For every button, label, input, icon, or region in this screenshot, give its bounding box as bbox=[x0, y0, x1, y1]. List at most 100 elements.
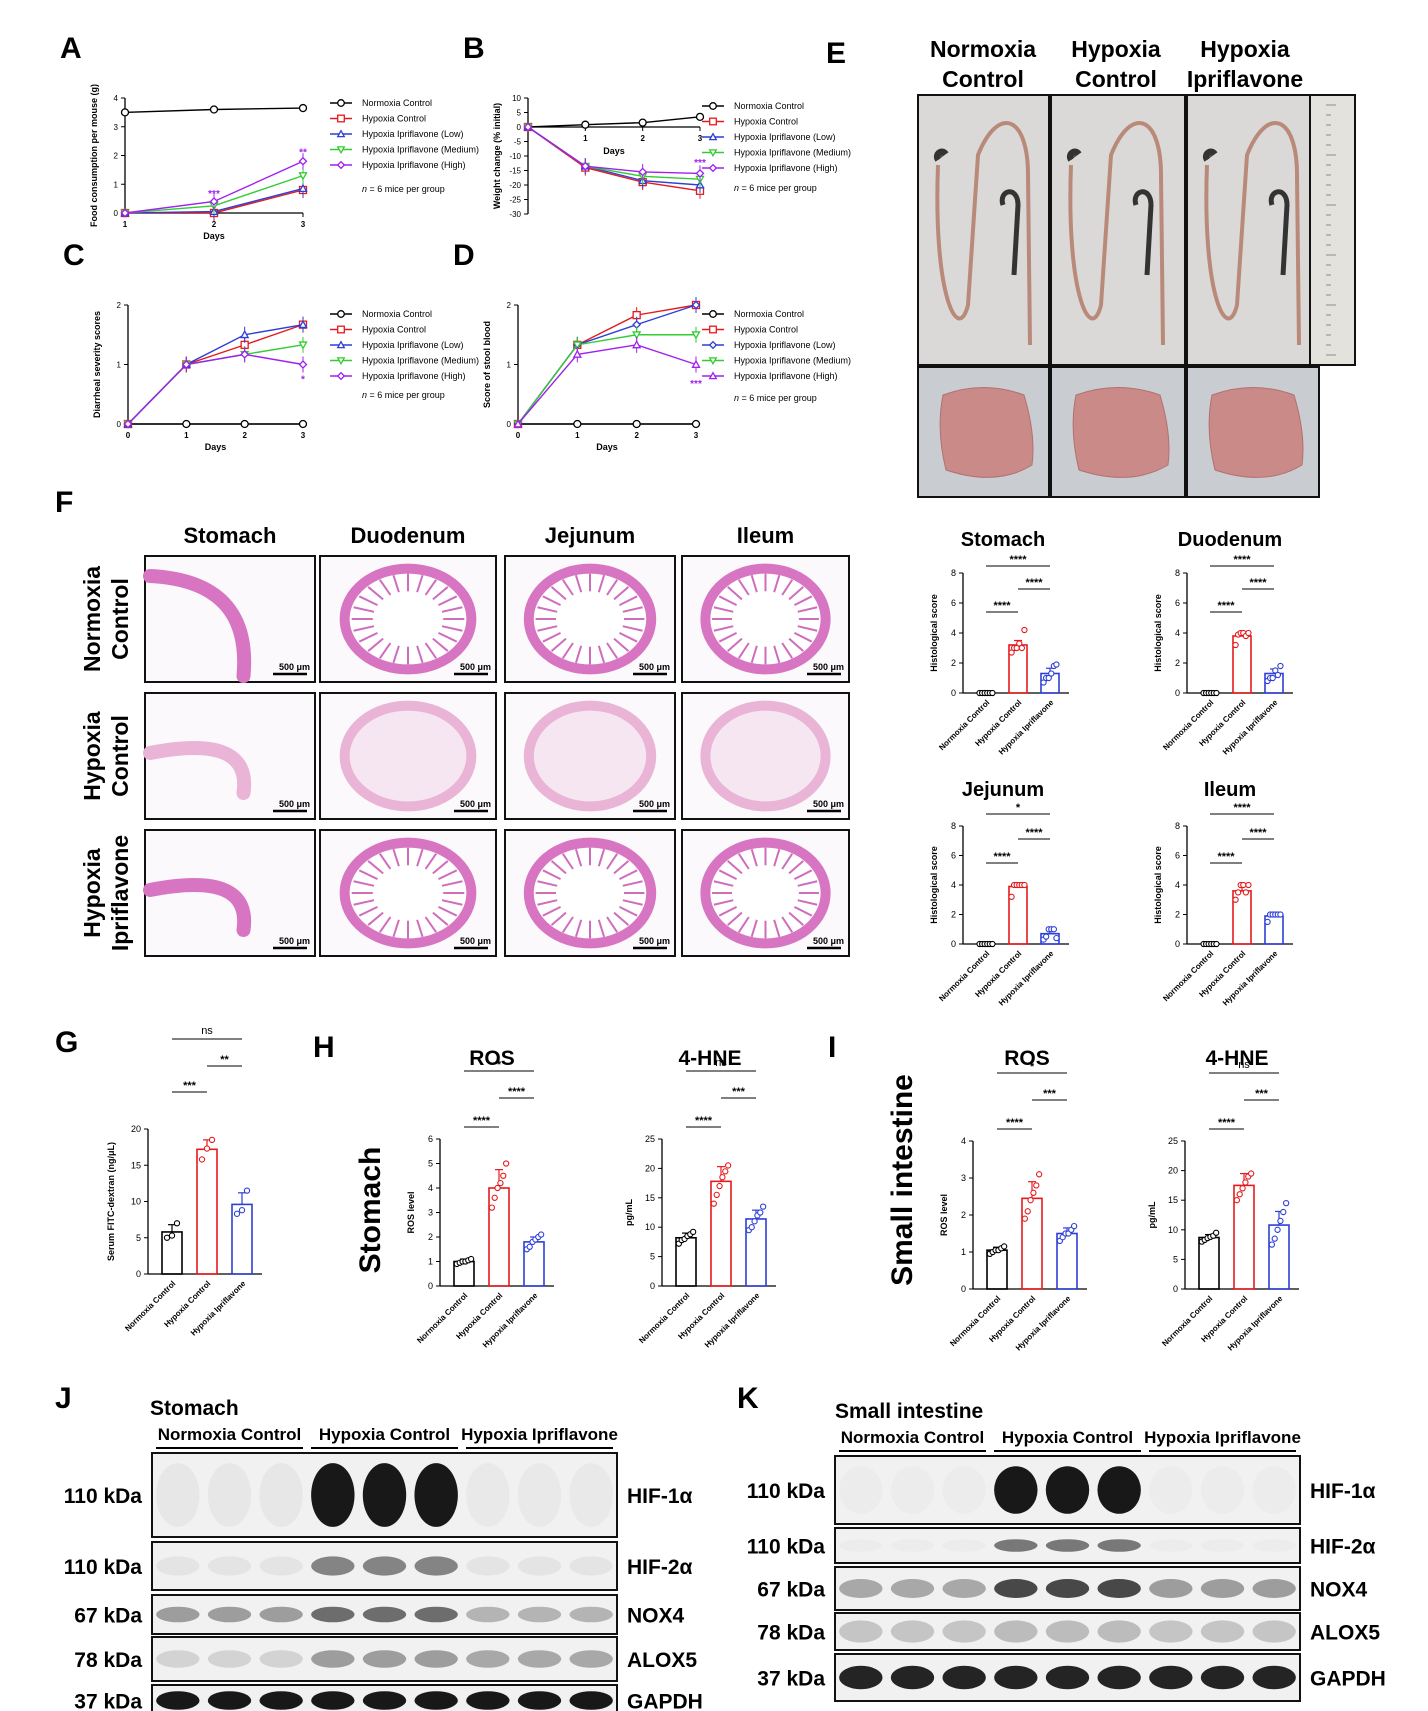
photo-column-header: Control bbox=[1075, 66, 1157, 92]
villus bbox=[727, 586, 743, 601]
data-point bbox=[240, 329, 250, 339]
significance-label: **** bbox=[1025, 577, 1043, 589]
data-point bbox=[298, 103, 308, 113]
y-axis-label: Score of stool blood bbox=[482, 321, 492, 408]
legend-label: Hypoxia Ipriflavone (Low) bbox=[362, 340, 464, 350]
data-point bbox=[1035, 1171, 1043, 1178]
tissue-shape bbox=[143, 878, 252, 937]
data-point bbox=[1239, 1185, 1246, 1192]
photo-column-header: Hypoxia bbox=[1071, 36, 1161, 62]
villus bbox=[432, 911, 449, 926]
panel-label-B: B bbox=[463, 32, 485, 65]
blot-band bbox=[891, 1466, 934, 1514]
histology-row-header: Ipriflavone bbox=[107, 835, 133, 951]
blot-band bbox=[890, 1579, 935, 1598]
blot-band bbox=[207, 1556, 252, 1576]
protein-label: NOX4 bbox=[627, 1605, 685, 1628]
data-point bbox=[336, 129, 346, 138]
sample-size-note: n = 6 mice per group bbox=[362, 184, 445, 194]
significance-label: **** bbox=[1217, 600, 1235, 612]
y-tick-label: 15 bbox=[645, 1193, 655, 1203]
villus bbox=[392, 645, 400, 664]
significance-label: **** bbox=[1249, 827, 1267, 839]
villus bbox=[622, 880, 643, 887]
blot-band bbox=[362, 1463, 407, 1527]
data-point bbox=[1242, 889, 1250, 896]
x-tick-label: 1 bbox=[575, 431, 580, 440]
y-axis-label: Histological score bbox=[1153, 594, 1163, 672]
data-point bbox=[708, 149, 718, 158]
stomach-junction bbox=[934, 148, 949, 162]
chart-title: Ileum bbox=[1204, 779, 1256, 801]
protein-label: ALOX5 bbox=[627, 1649, 697, 1672]
blot-band bbox=[156, 1650, 200, 1668]
significance-label: *** bbox=[1255, 1088, 1269, 1100]
chart-title: Jejunum bbox=[962, 779, 1044, 801]
significance-label: *** bbox=[1043, 1088, 1057, 1100]
blot-band bbox=[569, 1606, 613, 1623]
sample-size-note: n = 6 mice per group bbox=[734, 183, 817, 193]
villus bbox=[618, 869, 638, 881]
villus bbox=[416, 919, 424, 938]
data-point bbox=[1271, 1235, 1278, 1242]
data-point bbox=[173, 1220, 181, 1227]
y-tick-label: 2 bbox=[117, 301, 122, 310]
data-point bbox=[1042, 933, 1050, 940]
blot-band bbox=[1097, 1620, 1141, 1643]
data-point bbox=[1048, 670, 1055, 677]
significance-label: * bbox=[1030, 1061, 1035, 1073]
data-point bbox=[491, 1194, 498, 1201]
panel-label-D: D bbox=[453, 239, 475, 272]
y-tick-label: 10 bbox=[512, 94, 521, 103]
villus bbox=[613, 911, 630, 926]
data-point bbox=[1021, 626, 1028, 634]
blot-band bbox=[839, 1539, 882, 1552]
blot-band bbox=[839, 1466, 882, 1514]
significance-annotation: *** bbox=[694, 158, 706, 169]
blot-band bbox=[362, 1556, 407, 1576]
scale-bar-label: 500 μm bbox=[813, 662, 844, 672]
scale-bar-label: 500 μm bbox=[813, 799, 844, 809]
data-point bbox=[708, 357, 718, 366]
villus bbox=[432, 860, 449, 875]
data-point bbox=[336, 371, 346, 381]
blot-band bbox=[517, 1691, 562, 1710]
data-point bbox=[691, 331, 701, 340]
y-tick-label: 5 bbox=[136, 1233, 141, 1243]
blot-band bbox=[466, 1556, 510, 1576]
intestine-dark-segment bbox=[999, 189, 1021, 276]
villus bbox=[773, 574, 781, 593]
villus bbox=[622, 899, 643, 906]
villus bbox=[424, 642, 437, 659]
small-intestine-side-label: Small intestine bbox=[886, 1074, 919, 1286]
ruler-photo bbox=[1309, 94, 1356, 366]
category-label: Hypoxia Ipriflavone bbox=[997, 698, 1056, 757]
villus bbox=[737, 916, 750, 933]
villus bbox=[537, 899, 558, 906]
data-point bbox=[1008, 649, 1015, 656]
blot-band bbox=[1045, 1620, 1090, 1643]
villus bbox=[441, 625, 463, 632]
y-tick-label: 25 bbox=[645, 1134, 655, 1144]
scale-bar-label: 500 μm bbox=[460, 662, 491, 672]
panel-label-C: C bbox=[63, 239, 85, 272]
blot-title: Stomach bbox=[150, 1397, 239, 1420]
significance-label: *** bbox=[732, 1086, 746, 1098]
data-point bbox=[1016, 640, 1023, 647]
villus bbox=[797, 625, 818, 632]
data-point bbox=[1018, 644, 1026, 652]
blot-band bbox=[942, 1579, 986, 1598]
tissue-shape bbox=[339, 700, 477, 812]
data-point bbox=[708, 371, 718, 380]
villus bbox=[574, 645, 583, 664]
significance-label: **** bbox=[473, 1115, 491, 1127]
molecular-weight-label: 110 kDa bbox=[747, 1480, 826, 1503]
data-point bbox=[1264, 918, 1271, 926]
data-point bbox=[168, 1232, 176, 1239]
villus bbox=[773, 919, 781, 938]
villus bbox=[718, 631, 738, 643]
